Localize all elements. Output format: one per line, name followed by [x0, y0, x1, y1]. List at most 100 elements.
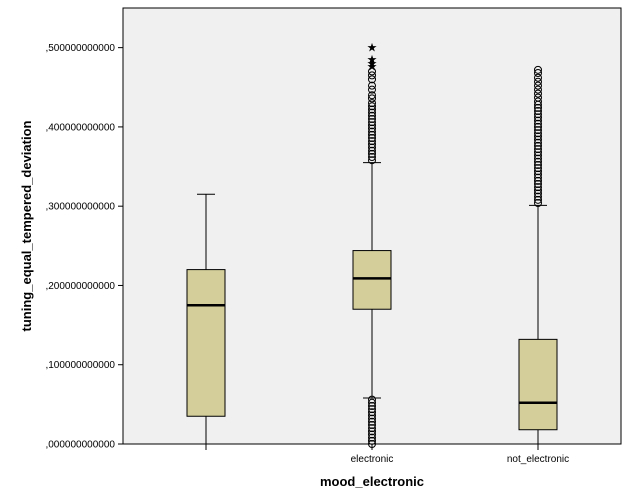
box	[352, 250, 392, 310]
outlier-point	[368, 411, 376, 420]
outlier-point	[368, 102, 376, 111]
outlier-point	[368, 430, 376, 439]
outlier-point	[368, 91, 376, 100]
box-series: ★★★★	[186, 41, 558, 448]
outlier-point	[534, 97, 542, 106]
x-axis-title: mood_electronic	[320, 474, 424, 489]
outlier-point	[368, 153, 376, 162]
outlier-point	[534, 113, 542, 122]
outlier-point	[534, 107, 542, 116]
outlier-point	[534, 126, 542, 135]
outlier-point	[534, 73, 542, 82]
outlier-point	[534, 176, 542, 185]
outlier-point	[534, 135, 542, 144]
outlier-point	[534, 199, 542, 208]
outlier-point	[534, 119, 542, 128]
outlier-point	[368, 121, 376, 130]
extreme-point: ★	[367, 60, 378, 74]
outlier-point	[534, 179, 542, 188]
outlier-point	[534, 151, 542, 160]
outlier-point	[534, 132, 542, 141]
outlier-point	[368, 75, 376, 84]
outlier-point	[534, 183, 542, 192]
outlier-point	[368, 405, 376, 414]
outlier-point	[534, 69, 542, 78]
extreme-point: ★	[367, 41, 378, 55]
y-tick-label: ,100000000000	[45, 360, 115, 371]
outlier-point	[534, 65, 542, 74]
outlier-point	[368, 414, 376, 423]
outlier-point	[368, 398, 376, 407]
outlier-point	[368, 127, 376, 136]
outlier-point	[368, 408, 376, 417]
outlier-point	[368, 71, 376, 80]
y-tick-label: ,000000000000	[45, 440, 115, 451]
outlier-point	[534, 145, 542, 154]
outlier-point	[534, 103, 542, 112]
outlier-point	[368, 108, 376, 117]
outlier-point	[368, 417, 376, 426]
outlier-point	[368, 427, 376, 436]
outlier-point	[534, 122, 542, 131]
outlier-point	[368, 118, 376, 127]
outlier-point	[368, 424, 376, 433]
outlier-point	[368, 105, 376, 114]
outlier-point	[534, 138, 542, 147]
outlier-point	[534, 164, 542, 173]
outlier-point	[534, 186, 542, 195]
outlier-point	[368, 433, 376, 442]
y-axis-title: tuning_equal_tempered_deviation	[19, 120, 34, 331]
x-tick-label: electronic	[351, 454, 394, 465]
x-tick-label: not_electronic	[507, 454, 569, 465]
outlier-point	[534, 154, 542, 163]
outlier-point	[368, 146, 376, 155]
box-group: ★★★★	[352, 41, 392, 448]
outlier-point	[368, 124, 376, 133]
outlier-point	[368, 85, 376, 94]
outlier-point	[368, 137, 376, 146]
box-group	[186, 193, 226, 445]
outlier-point	[368, 395, 376, 404]
outlier-point	[534, 129, 542, 138]
outlier-point	[534, 167, 542, 176]
outlier-point	[534, 110, 542, 119]
outlier-point	[368, 130, 376, 139]
outlier-point	[368, 420, 376, 429]
outlier-point	[534, 116, 542, 125]
outlier-point	[368, 156, 376, 165]
x-axis: electronic not_electronic	[205, 444, 569, 465]
outlier-point	[534, 77, 542, 86]
outlier-point	[534, 89, 542, 98]
y-axis: ,000000000000 ,100000000000 ,200000000000,…	[45, 43, 123, 451]
outlier-point	[368, 149, 376, 158]
outlier-point	[534, 81, 542, 90]
outlier-point	[368, 67, 376, 76]
outlier-point	[368, 436, 376, 445]
outlier-point	[534, 85, 542, 94]
box-group	[518, 65, 558, 445]
outlier-point	[534, 173, 542, 182]
box	[186, 269, 226, 417]
outlier-point	[368, 401, 376, 410]
outlier-point	[534, 195, 542, 204]
outlier-point	[534, 192, 542, 201]
outlier-point	[368, 81, 376, 90]
outlier-point	[368, 134, 376, 143]
outlier-point	[368, 440, 376, 448]
outlier-point	[534, 189, 542, 198]
outlier-point	[534, 160, 542, 169]
box	[518, 338, 558, 431]
outlier-point	[534, 170, 542, 179]
y-tick-label: ,400000000000	[45, 122, 115, 133]
outlier-point	[368, 111, 376, 120]
extreme-point: ★	[367, 53, 378, 67]
y-tick-label: ,500000000000	[45, 43, 115, 54]
outlier-point	[368, 140, 376, 149]
outlier-point	[368, 94, 376, 103]
outlier-point	[368, 143, 376, 152]
y-tick-label: ,300000000000	[45, 202, 115, 213]
outlier-point	[534, 141, 542, 150]
outlier-point	[534, 148, 542, 157]
extreme-point: ★	[367, 56, 378, 70]
